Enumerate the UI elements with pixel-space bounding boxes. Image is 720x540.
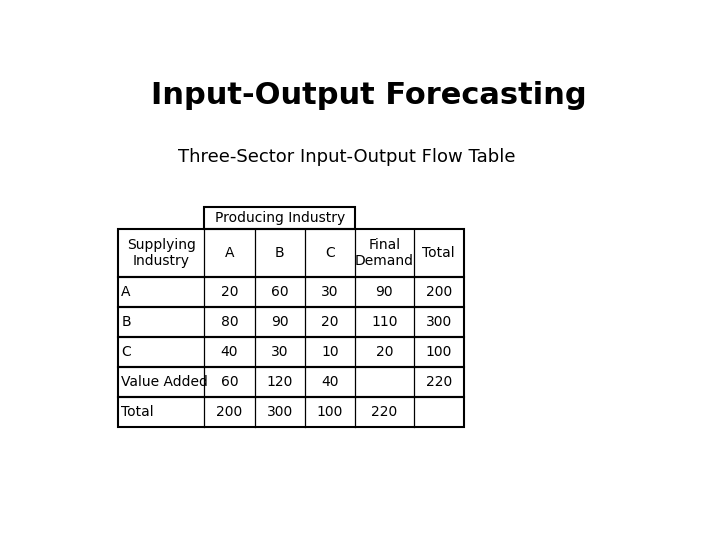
Bar [118,307,464,337]
Text: 200: 200 [426,285,452,299]
Text: 60: 60 [221,375,238,389]
Text: Value Added: Value Added [121,375,208,389]
Text: 110: 110 [371,315,397,329]
Text: 200: 200 [217,404,243,418]
Bar [118,277,464,307]
Bar [118,396,464,427]
Text: Input-Output Forecasting: Input-Output Forecasting [151,82,587,111]
Text: 80: 80 [221,315,238,329]
Text: 120: 120 [266,375,293,389]
Text: 30: 30 [271,345,289,359]
Text: 10: 10 [321,345,338,359]
Text: 220: 220 [426,375,452,389]
Text: 100: 100 [317,404,343,418]
Text: Total: Total [121,404,154,418]
Text: 40: 40 [321,375,338,389]
Text: 90: 90 [271,315,289,329]
Bar [118,229,464,277]
Text: 20: 20 [376,345,393,359]
Text: 30: 30 [321,285,338,299]
Bar [118,367,464,396]
Text: Supplying
Industry: Supplying Industry [127,238,196,268]
Text: 20: 20 [221,285,238,299]
Text: C: C [121,345,131,359]
Text: 220: 220 [372,404,397,418]
Text: 90: 90 [376,285,393,299]
Text: Three-Sector Input-Output Flow Table: Three-Sector Input-Output Flow Table [178,148,516,166]
Text: A: A [225,246,234,260]
Text: 300: 300 [266,404,293,418]
Bar [204,207,355,229]
Bar [118,337,464,367]
Text: B: B [275,246,284,260]
Text: Final
Demand: Final Demand [355,238,414,268]
Text: Total: Total [423,246,455,260]
Text: A: A [121,285,131,299]
Text: 40: 40 [221,345,238,359]
Text: 100: 100 [426,345,452,359]
Text: B: B [121,315,131,329]
Text: 20: 20 [321,315,338,329]
Text: 60: 60 [271,285,289,299]
Text: Producing Industry: Producing Industry [215,211,345,225]
Text: 300: 300 [426,315,452,329]
Text: C: C [325,246,335,260]
